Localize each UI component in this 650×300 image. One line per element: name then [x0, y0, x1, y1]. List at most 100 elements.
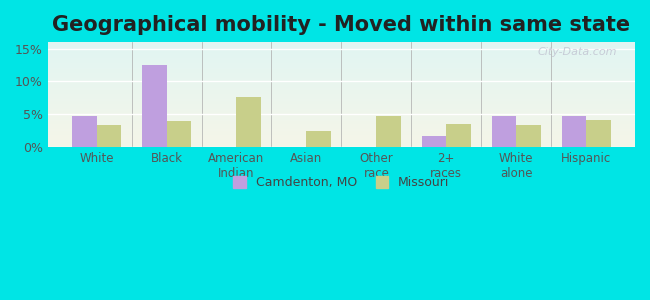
Bar — [47, 96, 635, 97]
Bar — [47, 141, 635, 142]
Bar — [47, 124, 635, 125]
Bar — [47, 70, 635, 71]
Bar — [47, 100, 635, 101]
Bar — [47, 123, 635, 124]
Bar — [47, 88, 635, 89]
Bar — [47, 85, 635, 86]
Bar — [47, 46, 635, 47]
Bar — [47, 111, 635, 112]
Bar — [47, 66, 635, 67]
Bar — [47, 42, 635, 43]
Bar — [47, 134, 635, 136]
Bar — [47, 90, 635, 92]
Bar — [47, 60, 635, 61]
Bar — [422, 136, 447, 147]
Bar — [47, 116, 635, 117]
Text: City-Data.com: City-Data.com — [538, 47, 617, 57]
Bar — [447, 124, 471, 147]
Bar — [47, 57, 635, 58]
Bar — [47, 126, 635, 127]
Bar — [306, 131, 331, 147]
Bar — [47, 52, 635, 54]
Bar — [47, 109, 635, 110]
Bar — [47, 84, 635, 85]
Bar — [47, 115, 635, 116]
Bar — [47, 99, 635, 100]
Bar — [47, 76, 635, 77]
Bar — [47, 145, 635, 146]
Bar — [72, 116, 97, 147]
Bar — [47, 102, 635, 103]
Bar — [47, 140, 635, 141]
Bar — [47, 67, 635, 68]
Bar — [47, 69, 635, 70]
Bar — [47, 78, 635, 79]
Bar — [562, 116, 586, 147]
Bar — [491, 116, 516, 147]
Bar — [47, 139, 635, 140]
Bar — [47, 73, 635, 74]
Bar — [97, 125, 121, 147]
Bar — [47, 146, 635, 147]
Bar — [47, 74, 635, 75]
Bar — [47, 144, 635, 145]
Bar — [47, 138, 635, 139]
Bar — [47, 43, 635, 44]
Bar — [376, 116, 401, 147]
Bar — [47, 75, 635, 76]
Bar — [47, 118, 635, 119]
Bar — [47, 121, 635, 122]
Bar — [47, 58, 635, 59]
Bar — [47, 44, 635, 45]
Bar — [47, 106, 635, 107]
Bar — [47, 131, 635, 132]
Bar — [47, 83, 635, 84]
Bar — [47, 48, 635, 50]
Bar — [47, 101, 635, 102]
Title: Geographical mobility - Moved within same state: Geographical mobility - Moved within sam… — [52, 15, 630, 35]
Bar — [47, 71, 635, 73]
Bar — [47, 132, 635, 134]
Bar — [47, 82, 635, 83]
Bar — [47, 105, 635, 106]
Legend: Camdenton, MO, Missouri: Camdenton, MO, Missouri — [227, 170, 456, 196]
Bar — [47, 98, 635, 99]
Bar — [47, 81, 635, 82]
Bar — [47, 56, 635, 57]
Bar — [47, 127, 635, 128]
Bar — [47, 119, 635, 120]
Bar — [47, 65, 635, 66]
Bar — [47, 143, 635, 144]
Bar — [47, 107, 635, 108]
Bar — [47, 54, 635, 55]
Bar — [47, 103, 635, 104]
Bar — [47, 77, 635, 78]
Bar — [47, 94, 635, 96]
Bar — [47, 113, 635, 115]
Bar — [47, 45, 635, 46]
Bar — [47, 62, 635, 63]
Bar — [47, 50, 635, 52]
Bar — [47, 47, 635, 48]
Bar — [47, 80, 635, 81]
Bar — [47, 97, 635, 98]
Bar — [47, 130, 635, 131]
Bar — [47, 63, 635, 64]
Bar — [47, 79, 635, 80]
Bar — [47, 59, 635, 60]
Bar — [516, 125, 541, 147]
Bar — [47, 89, 635, 90]
Bar — [47, 92, 635, 94]
Bar — [47, 128, 635, 129]
Bar — [47, 125, 635, 126]
Bar — [47, 87, 635, 88]
Bar — [47, 117, 635, 118]
Bar — [47, 122, 635, 123]
Bar — [237, 97, 261, 147]
Bar — [47, 64, 635, 65]
Bar — [47, 55, 635, 56]
Bar — [47, 108, 635, 109]
Bar — [47, 142, 635, 143]
Bar — [47, 136, 635, 138]
Bar — [47, 129, 635, 130]
